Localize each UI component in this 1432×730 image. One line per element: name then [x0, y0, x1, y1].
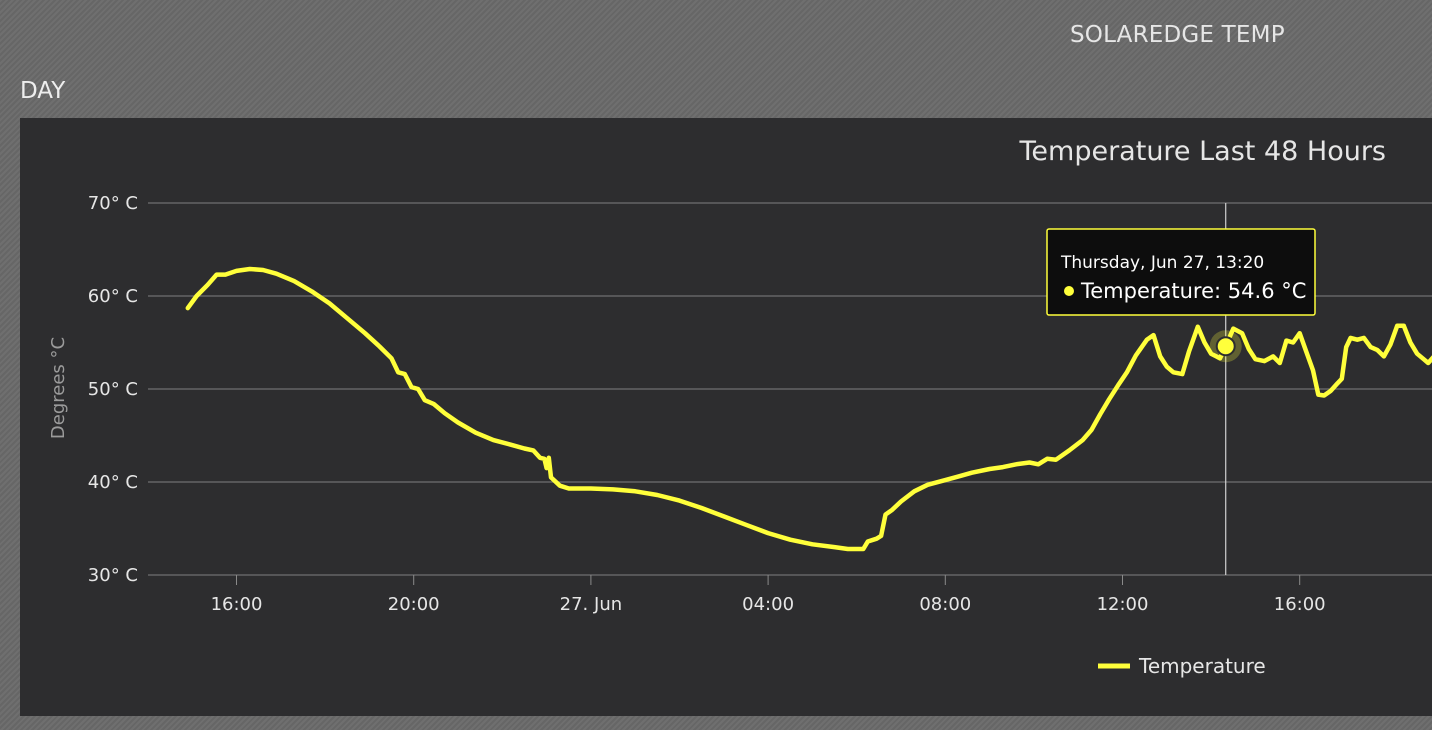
x-tick-label: 08:00 [919, 594, 971, 615]
y-tick-label: 60° C [88, 286, 138, 307]
x-tick-label: 20:00 [388, 594, 440, 615]
tooltip-series-name: Temperature [1080, 279, 1214, 303]
tooltip-separator: : [1214, 279, 1228, 303]
x-tick-label: 27. Jun [560, 594, 622, 615]
y-tick-label: 40° C [88, 472, 138, 493]
chart-panel: Temperature Last 48 Hours Degrees °C 30°… [20, 118, 1432, 716]
svg-text:Temperature: 54.6 °C: Temperature: 54.6 °C [1080, 279, 1306, 303]
hover-point [1215, 336, 1236, 357]
y-tick-label: 30° C [88, 565, 138, 586]
y-tick-label: 50° C [88, 379, 138, 400]
x-tick-label: 12:00 [1097, 594, 1149, 615]
page-title: SOLAREDGE TEMP [1070, 22, 1285, 48]
tooltip-series-dot [1064, 286, 1074, 296]
temperature-chart: Temperature Last 48 Hours Degrees °C 30°… [48, 136, 1432, 678]
x-tick-label: 04:00 [742, 594, 794, 615]
y-axis-label: Degrees °C [48, 337, 69, 439]
tooltip-box [1046, 228, 1316, 316]
tooltip: Thursday, Jun 27, 13:20 Temperature: 54.… [1046, 228, 1316, 316]
legend-item-temperature[interactable]: Temperature [1138, 654, 1266, 678]
x-axis: 16:00 20:00 27. Jun 04:00 08:00 12:00 16:00 [211, 575, 1326, 615]
x-tick-label: 16:00 [1274, 594, 1326, 615]
y-axis: 30° C 40° C 50° C 60° C 70° C [88, 193, 138, 586]
x-tick-label: 16:00 [211, 594, 263, 615]
tooltip-value: 54.6 °C [1228, 279, 1307, 303]
y-tick-label: 70° C [88, 193, 138, 214]
temperature-series-line[interactable] [185, 266, 1432, 552]
tooltip-title: Thursday, Jun 27, 13:20 [1060, 253, 1264, 273]
section-label: DAY [20, 78, 66, 104]
legend[interactable]: Temperature [1098, 654, 1266, 678]
hover-marker [1209, 330, 1242, 363]
chart-title: Temperature Last 48 Hours [1019, 136, 1386, 167]
